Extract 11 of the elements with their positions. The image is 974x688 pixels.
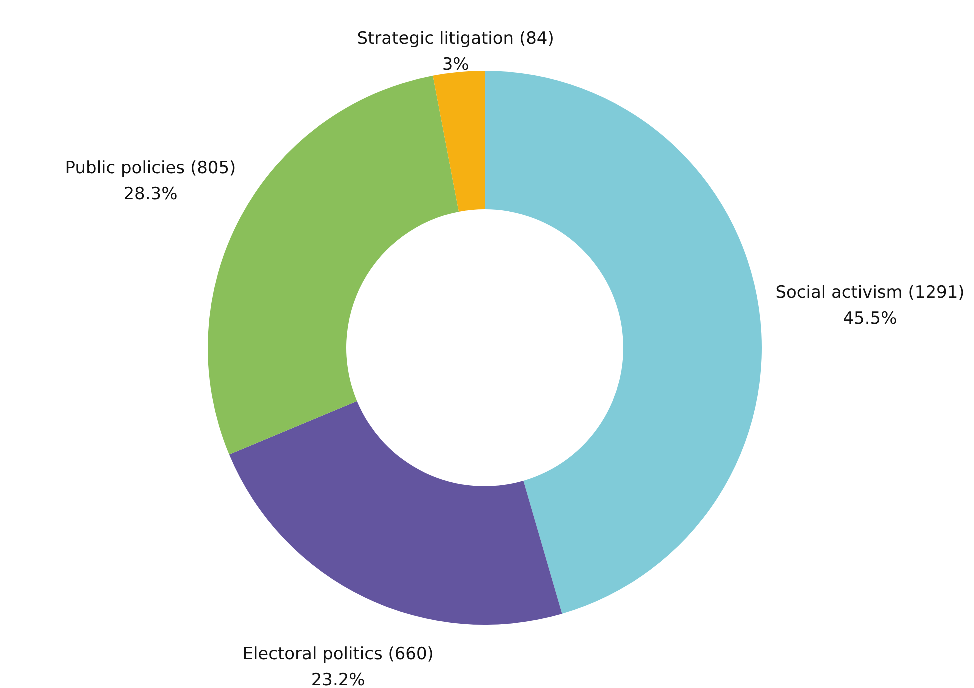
data-label: 45.5%: [843, 309, 898, 330]
data-label: 3%: [442, 55, 470, 76]
donut-slice: [433, 71, 485, 212]
data-label: 28.3%: [124, 184, 178, 204]
donut-slice: [485, 71, 762, 614]
slice-label: Strategic litigation (84): [357, 29, 554, 50]
slice-label: Public policies (805): [65, 158, 236, 178]
donut-slice: [229, 401, 562, 625]
slice-label: Social activism (1291): [776, 283, 965, 304]
data-label: 23.2%: [311, 670, 366, 688]
slice-label: Electoral politics (660): [242, 644, 434, 665]
